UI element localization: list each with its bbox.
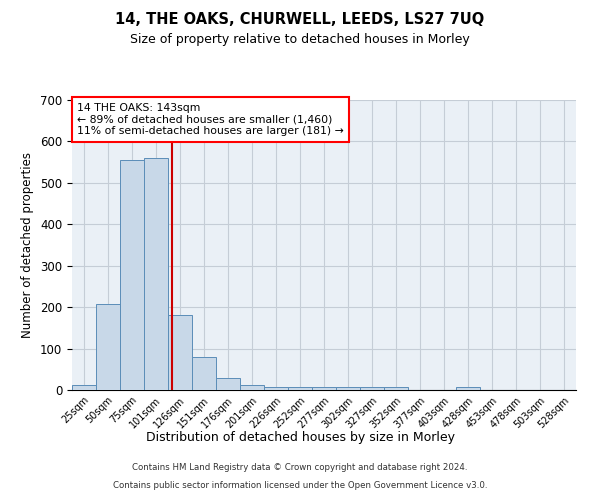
Bar [289, 386, 311, 390]
Bar [193, 358, 215, 390]
Bar [385, 387, 407, 390]
Bar [265, 387, 287, 390]
Bar [313, 386, 335, 390]
Bar [169, 315, 191, 390]
Bar [241, 385, 263, 390]
Text: Size of property relative to detached houses in Morley: Size of property relative to detached ho… [130, 32, 470, 46]
Bar [73, 385, 95, 390]
Text: 14 THE OAKS: 143sqm
← 89% of detached houses are smaller (1,460)
11% of semi-det: 14 THE OAKS: 143sqm ← 89% of detached ho… [77, 103, 344, 136]
Bar [457, 387, 479, 390]
Bar [121, 160, 143, 390]
Text: Contains public sector information licensed under the Open Government Licence v3: Contains public sector information licen… [113, 481, 487, 490]
Text: 14, THE OAKS, CHURWELL, LEEDS, LS27 7UQ: 14, THE OAKS, CHURWELL, LEEDS, LS27 7UQ [115, 12, 485, 28]
Bar [97, 304, 119, 390]
Bar [217, 378, 239, 390]
Text: Contains HM Land Registry data © Crown copyright and database right 2024.: Contains HM Land Registry data © Crown c… [132, 464, 468, 472]
Y-axis label: Number of detached properties: Number of detached properties [22, 152, 34, 338]
Bar [145, 158, 167, 390]
Text: Distribution of detached houses by size in Morley: Distribution of detached houses by size … [146, 431, 455, 444]
Bar [361, 387, 383, 390]
Bar [337, 387, 359, 390]
